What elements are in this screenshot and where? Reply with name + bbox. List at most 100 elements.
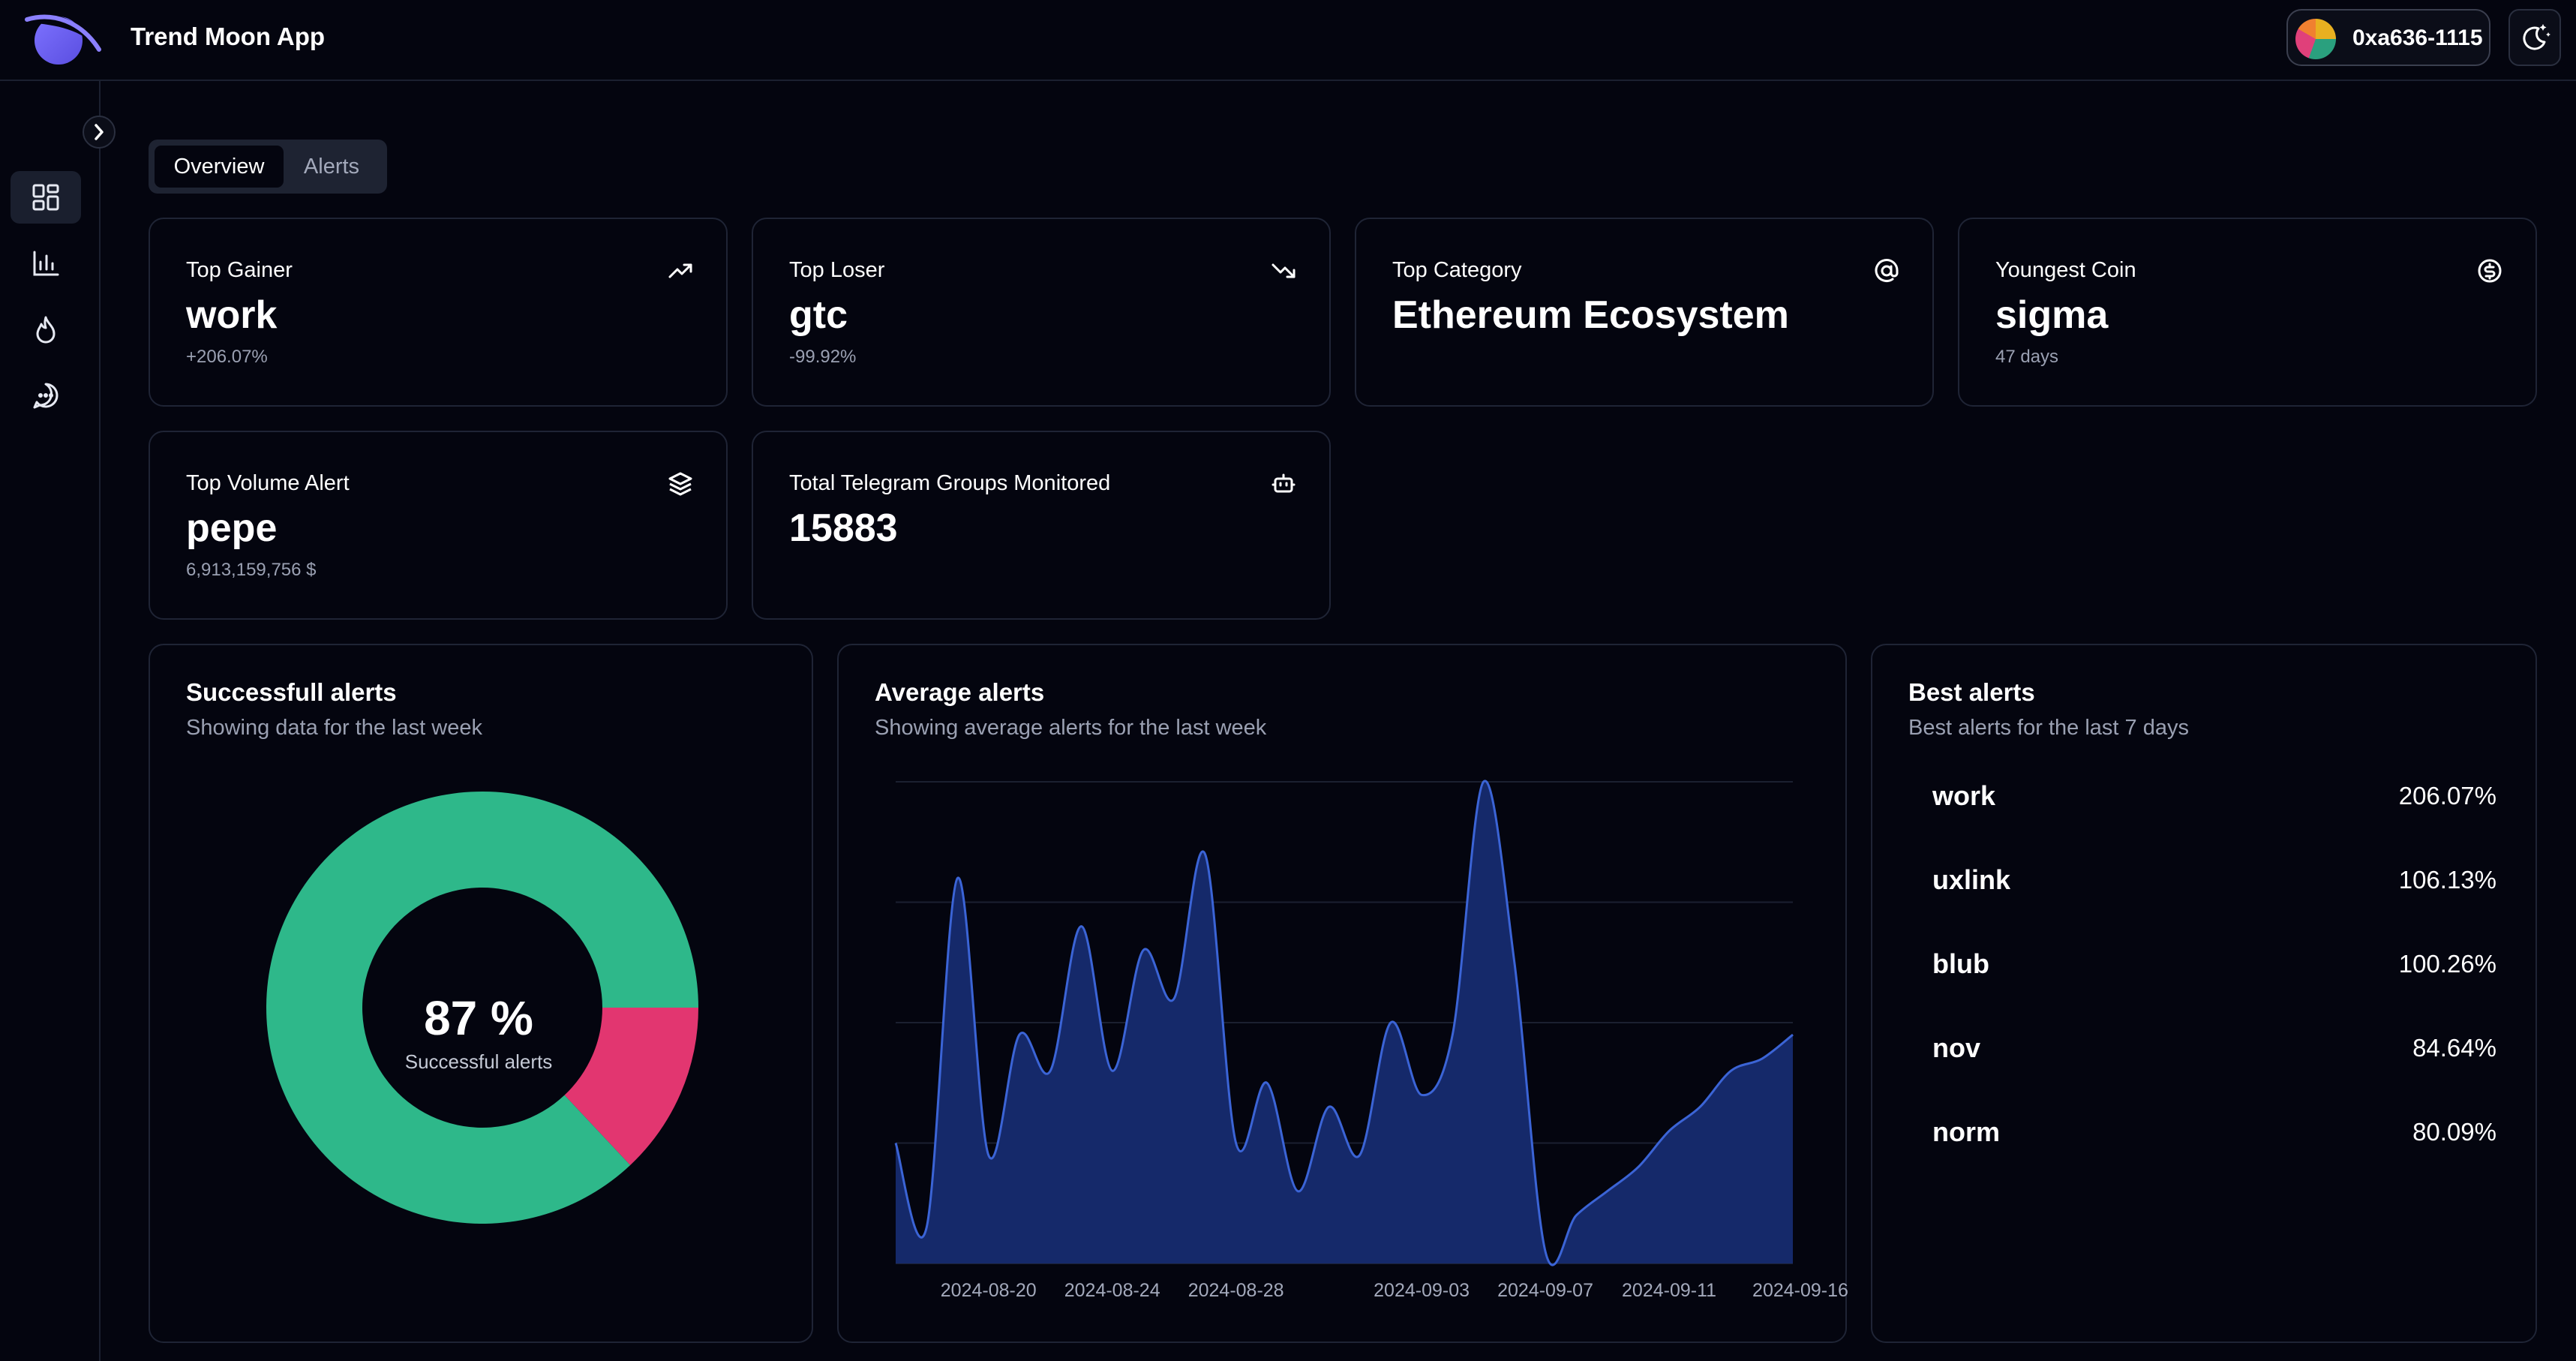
chart-point[interactable] xyxy=(1478,776,1490,788)
top-gainer-label: Top Gainer xyxy=(186,258,293,282)
telegram-groups-card: Total Telegram Groups Monitored 15883 xyxy=(752,431,1331,620)
chart-point[interactable] xyxy=(1663,1125,1675,1137)
x-tick-label: 2024-09-07 xyxy=(1497,1280,1593,1301)
chart-point[interactable] xyxy=(983,1149,995,1161)
at-sign-icon xyxy=(1875,259,1899,282)
x-tick-label: 2024-08-28 xyxy=(1188,1280,1284,1301)
chart-point[interactable] xyxy=(1168,993,1180,1005)
youngest-coin-label: Youngest Coin xyxy=(1995,258,2136,282)
best-alert-row[interactable]: nov 84.64% xyxy=(1932,1025,2496,1070)
best-alert-value: 84.64% xyxy=(2412,1034,2496,1062)
chart-point[interactable] xyxy=(1106,1065,1118,1077)
best-alert-name: blub xyxy=(1932,948,1989,979)
chart-point[interactable] xyxy=(890,1137,902,1149)
sidebar-collapse-button[interactable] xyxy=(83,116,116,149)
best-alert-name: nov xyxy=(1932,1032,1981,1063)
chart-point[interactable] xyxy=(1570,1209,1582,1221)
chart-point[interactable] xyxy=(1354,1149,1366,1161)
successful-alerts-subtitle: Showing data for the last week xyxy=(186,716,482,740)
youngest-coin-card: Youngest Coin sigma 47 days xyxy=(1958,218,2537,407)
best-alert-row[interactable]: work 206.07% xyxy=(1932,773,2496,818)
chart-point[interactable] xyxy=(1787,1029,1799,1041)
best-alerts-title: Best alerts xyxy=(1908,678,2035,706)
youngest-coin-value: sigma xyxy=(1995,293,2109,337)
tab-overview[interactable]: Overview xyxy=(155,146,284,188)
chart-point[interactable] xyxy=(1539,1245,1551,1257)
chart-point[interactable] xyxy=(1292,1185,1304,1197)
x-tick-label: 2024-09-16 xyxy=(1752,1280,1848,1301)
chart-point[interactable] xyxy=(1199,848,1211,860)
sidebar-item-messages[interactable] xyxy=(11,369,81,422)
top-category-card: Top Category Ethereum Ecosystem xyxy=(1355,218,1934,407)
chart-point[interactable] xyxy=(1725,1065,1737,1077)
telegram-groups-label: Total Telegram Groups Monitored xyxy=(789,471,1111,495)
donut-segment-failed[interactable] xyxy=(564,1008,698,1165)
chart-point[interactable] xyxy=(1416,1089,1428,1101)
top-volume-card: Top Volume Alert pepe 6,913,159,756 $ xyxy=(149,431,728,620)
chart-point[interactable] xyxy=(1044,1065,1056,1077)
average-alerts-subtitle: Showing average alerts for the last week xyxy=(875,716,1267,740)
chart-point[interactable] xyxy=(1137,945,1149,957)
top-volume-value: pepe xyxy=(186,506,278,550)
best-alerts-subtitle: Best alerts for the last 7 days xyxy=(1908,716,2189,740)
donut-segment-successful[interactable] xyxy=(266,792,698,1224)
best-alert-name: uxlink xyxy=(1932,864,2011,895)
x-tick-label: 2024-09-11 xyxy=(1622,1280,1716,1301)
planet-logo-icon[interactable] xyxy=(23,6,105,69)
bot-icon xyxy=(1271,473,1296,493)
view-tabs: Overview Alerts xyxy=(149,140,387,194)
successful-alerts-donut xyxy=(266,792,698,1224)
wallet-button[interactable]: 0xa636-1115 xyxy=(2286,9,2490,66)
bar-chart-icon xyxy=(33,251,59,276)
app-title: Trend Moon App xyxy=(131,23,326,50)
top-loser-value: gtc xyxy=(789,293,848,337)
sidebar-item-dashboard[interactable] xyxy=(11,171,81,224)
best-alert-row[interactable]: norm 80.09% xyxy=(1932,1109,2496,1154)
top-category-label: Top Category xyxy=(1392,258,1522,282)
best-alert-row[interactable]: uxlink 106.13% xyxy=(1932,857,2496,902)
top-loser-label: Top Loser xyxy=(789,258,885,282)
best-alert-row[interactable]: blub 100.26% xyxy=(1932,941,2496,986)
top-volume-label: Top Volume Alert xyxy=(186,471,350,495)
chart-point[interactable] xyxy=(1075,921,1087,933)
top-gainer-card: Top Gainer work +206.07% xyxy=(149,218,728,407)
top-volume-amount: 6,913,159,756 $ xyxy=(186,560,317,580)
chart-point[interactable] xyxy=(1385,1017,1397,1029)
chart-point[interactable] xyxy=(1230,1137,1242,1149)
donut-percentage: 87 % xyxy=(424,991,533,1045)
top-gainer-value: work xyxy=(186,293,278,337)
best-alert-value: 106.13% xyxy=(2398,866,2496,894)
average-alerts-panel: Average alerts Showing average alerts fo… xyxy=(837,644,1848,1343)
chart-point[interactable] xyxy=(1013,1029,1025,1041)
chart-point[interactable] xyxy=(1509,957,1521,969)
chart-point[interactable] xyxy=(1261,1077,1273,1089)
moon-stars-icon xyxy=(2523,24,2550,50)
sidebar-item-trending[interactable] xyxy=(11,303,81,356)
chart-point[interactable] xyxy=(951,872,963,884)
chart-point[interactable] xyxy=(1694,1101,1706,1113)
best-alert-value: 80.09% xyxy=(2412,1118,2496,1146)
chart-series-line[interactable] xyxy=(894,780,1794,1266)
average-alerts-title: Average alerts xyxy=(875,678,1045,706)
chart-point[interactable] xyxy=(1446,1029,1458,1041)
top-loser-change: -99.92% xyxy=(789,347,857,367)
wallet-address: 0xa636-1115 xyxy=(2352,26,2483,50)
average-alerts-chart: 2024-08-20 2024-08-24 2024-08-28 2024-09-03… xyxy=(890,776,1848,1301)
tab-alerts[interactable]: Alerts xyxy=(303,155,360,179)
chart-point[interactable] xyxy=(1323,1101,1335,1113)
dashboard-grid-icon xyxy=(32,184,59,211)
chart-area-fill xyxy=(896,780,1793,1266)
theme-toggle-button[interactable] xyxy=(2508,9,2561,66)
top-category-value: Ethereum Ecosystem xyxy=(1392,293,1789,337)
chart-point[interactable] xyxy=(1632,1161,1644,1173)
successful-alerts-title: Successfull alerts xyxy=(186,678,397,706)
x-tick-label: 2024-08-24 xyxy=(1064,1280,1160,1301)
chart-point[interactable] xyxy=(1602,1185,1614,1197)
layers-icon xyxy=(668,472,692,496)
chart-point[interactable] xyxy=(1756,1053,1768,1065)
chart-point[interactable] xyxy=(920,1221,932,1233)
sidebar-item-charts[interactable] xyxy=(11,237,81,290)
coin-icon xyxy=(2478,259,2502,283)
best-alert-value: 100.26% xyxy=(2398,950,2496,978)
message-circle-icon xyxy=(33,383,59,409)
